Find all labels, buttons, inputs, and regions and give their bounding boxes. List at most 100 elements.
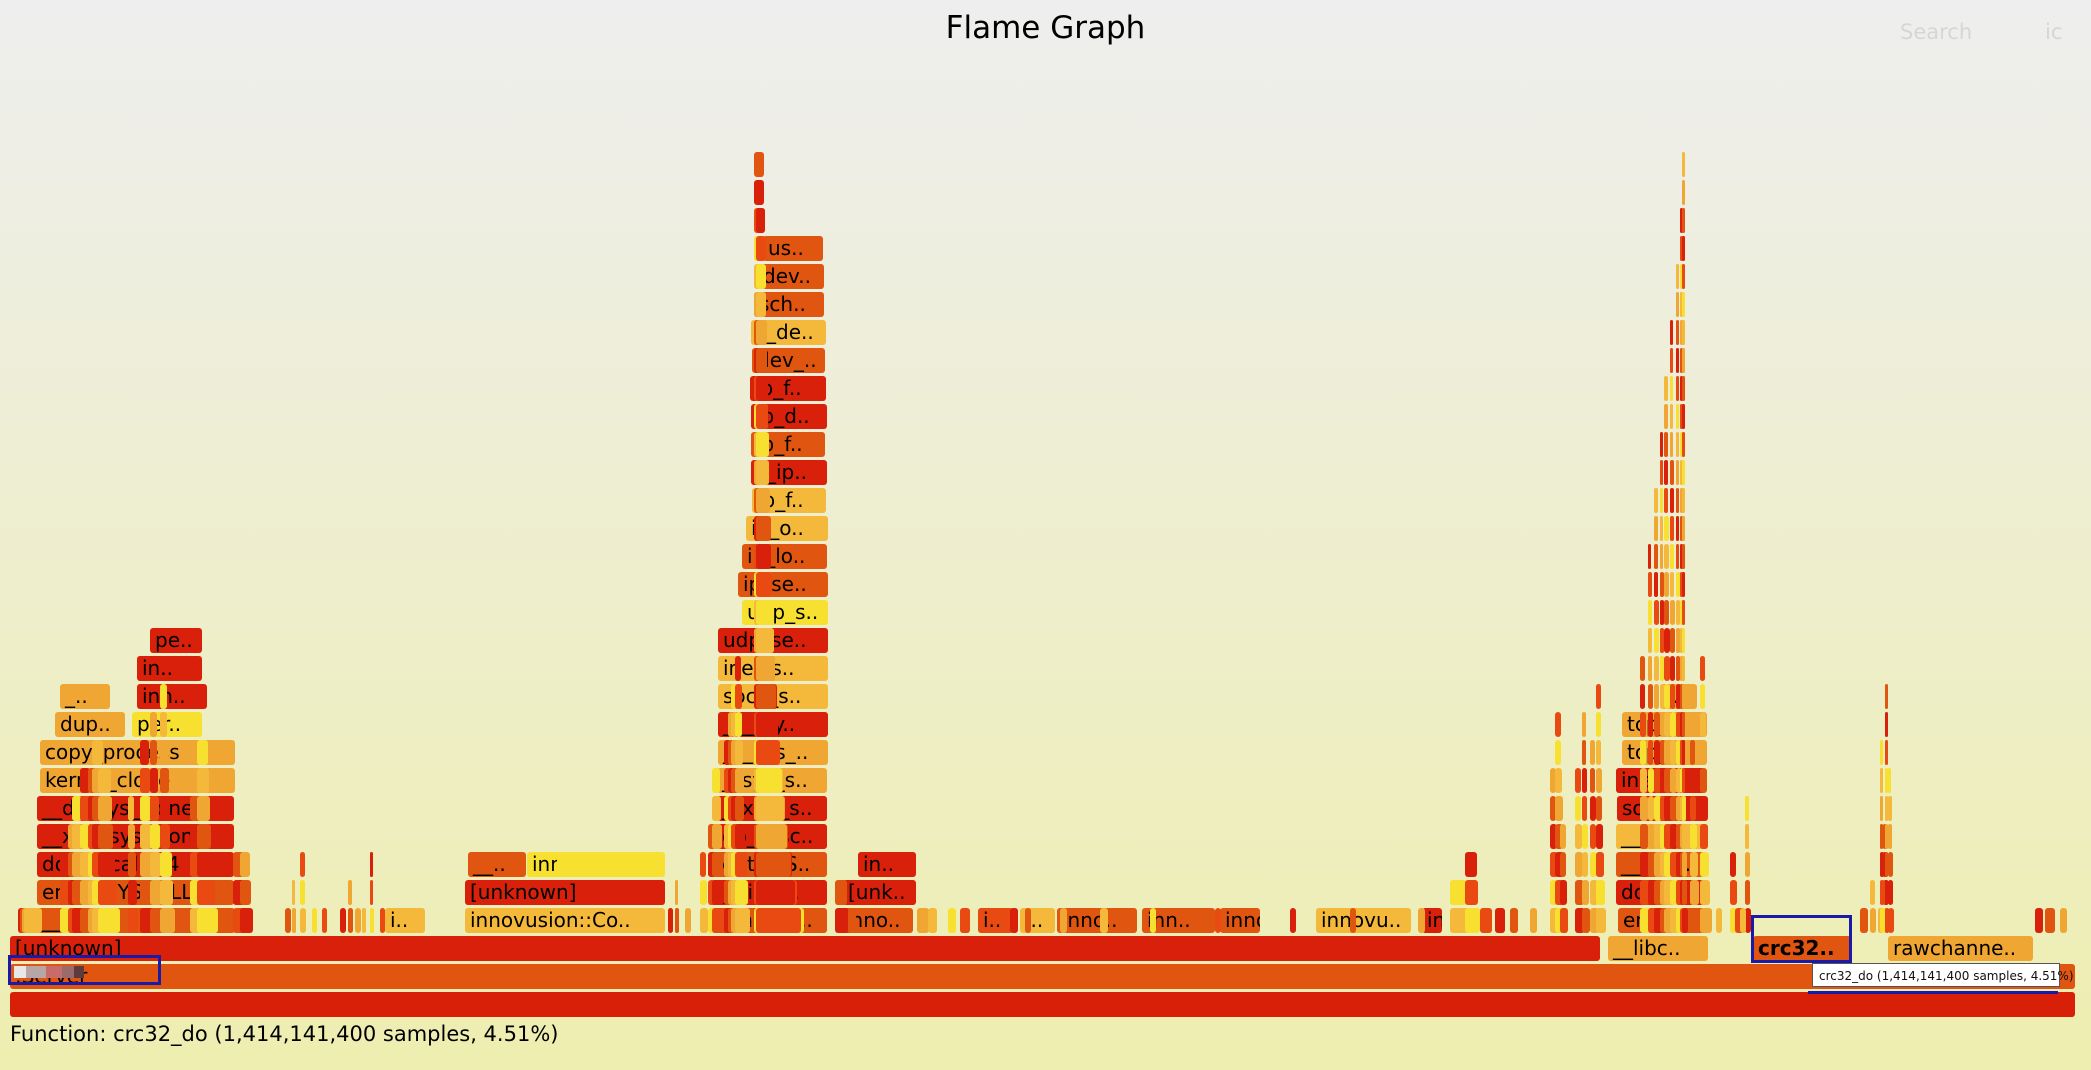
flame-frame-thin[interactable] <box>754 180 764 205</box>
flame-frame-thin[interactable] <box>1670 880 1680 905</box>
flame-frame-thin[interactable] <box>1680 600 1683 625</box>
flame-frame-thin[interactable] <box>348 880 352 905</box>
flame-frame-thin[interactable] <box>735 740 743 765</box>
flame-frame-thin[interactable] <box>197 740 208 765</box>
flame-frame-thin[interactable] <box>1880 796 1883 821</box>
flame-frame-thin[interactable] <box>1680 236 1683 261</box>
flame-frame-thin[interactable] <box>150 852 161 877</box>
flame-frame-thin[interactable] <box>1682 768 1685 793</box>
flame-frame-thin[interactable] <box>1582 880 1589 905</box>
flame-frame-thin[interactable] <box>1690 824 1697 849</box>
flame-frame-thin[interactable] <box>160 740 168 765</box>
flame-frame-thin[interactable] <box>1700 796 1708 821</box>
flame-frame-thin[interactable] <box>1654 880 1664 905</box>
flame-frame-thin[interactable] <box>1660 796 1666 821</box>
flame-frame-thin[interactable] <box>98 852 115 877</box>
flame-frame-thin[interactable] <box>1596 684 1601 709</box>
flame-frame-thin[interactable] <box>712 796 721 821</box>
flame-frame-thin[interactable] <box>712 908 726 933</box>
flame-frame-thin[interactable] <box>1682 544 1685 569</box>
flame-frame-thin[interactable] <box>756 348 767 373</box>
flame-frame-thin[interactable] <box>160 796 169 821</box>
flame-frame-thin[interactable] <box>1660 432 1663 457</box>
flame-frame-thin[interactable] <box>1690 796 1696 821</box>
flame-frame-thin[interactable] <box>1730 852 1736 877</box>
flame-frame-thin[interactable] <box>735 684 742 709</box>
flame-frame-thin[interactable] <box>1582 740 1586 765</box>
flame-frame-thin[interactable] <box>1670 404 1673 429</box>
flame-frame-thin[interactable] <box>1680 572 1683 597</box>
flame-frame-thin[interactable] <box>1880 824 1883 849</box>
flame-frame-thin[interactable] <box>128 796 134 821</box>
flame-frame-thin[interactable] <box>668 908 673 933</box>
flame-frame-thin[interactable] <box>92 768 103 793</box>
flame-frame-thin[interactable] <box>1654 600 1659 625</box>
flame-frame-thin[interactable] <box>1682 656 1685 681</box>
flame-frame-thin[interactable] <box>1745 880 1750 905</box>
flame-frame-thin[interactable] <box>1670 488 1674 513</box>
flame-frame-thin[interactable] <box>735 796 744 821</box>
flame-frame-thin[interactable] <box>1648 712 1653 737</box>
flame-frame-thin[interactable] <box>1676 376 1679 401</box>
flame-frame-thin[interactable] <box>1680 656 1683 681</box>
flame-frame-thin[interactable] <box>150 740 157 765</box>
flame-frame-thin[interactable] <box>1648 572 1652 597</box>
flame-frame-thin[interactable] <box>1575 852 1583 877</box>
flame-frame-thin[interactable] <box>1596 852 1604 877</box>
flame-frame-thin[interactable] <box>1664 376 1668 401</box>
flame-frame-thin[interactable] <box>1582 908 1590 933</box>
flame-frame-thin[interactable] <box>1654 712 1660 737</box>
flame-frame-thin[interactable] <box>1670 516 1674 541</box>
flame-frame-thin[interactable] <box>735 656 741 681</box>
flame-frame-thin[interactable] <box>1870 908 1876 933</box>
flame-frame-thin[interactable] <box>1682 460 1685 485</box>
flame-frame-thin[interactable] <box>1060 908 1067 933</box>
flame-frame-thin[interactable] <box>1648 684 1653 709</box>
flame-frame-thin[interactable] <box>160 712 167 737</box>
flame-frame-thin[interactable] <box>1676 740 1681 765</box>
flame-frame-thin[interactable] <box>1664 460 1668 485</box>
flame-frame-thin[interactable] <box>700 880 707 905</box>
flame-frame-thin[interactable] <box>756 236 766 261</box>
flame-frame-thin[interactable] <box>1664 712 1671 737</box>
flame-frame-thin[interactable] <box>1880 740 1883 765</box>
flame-frame-thin[interactable] <box>1596 824 1603 849</box>
flame-frame-thin[interactable] <box>140 796 151 821</box>
flame-frame[interactable]: innovu.. <box>527 852 557 877</box>
flame-frame-thin[interactable] <box>756 600 773 625</box>
flame-frame-thin[interactable] <box>1590 908 1599 933</box>
flame-frame[interactable]: pe.. <box>150 628 202 653</box>
flame-frame-thin[interactable] <box>1690 740 1695 765</box>
flame-frame-thin[interactable] <box>1550 824 1557 849</box>
flame-frame-thin[interactable] <box>1590 880 1598 905</box>
flame-frame-thin[interactable] <box>700 908 708 933</box>
flame-frame-thin[interactable] <box>1682 908 1688 933</box>
flame-frame-thin[interactable] <box>1596 740 1601 765</box>
flame-frame-thin[interactable] <box>1664 740 1671 765</box>
flame-frame[interactable]: in.. <box>858 852 916 877</box>
flame-frame-thin[interactable] <box>1654 768 1661 793</box>
flame-frame-thin[interactable] <box>1648 852 1656 877</box>
flame-frame-thin[interactable] <box>735 824 745 849</box>
flame-frame-thin[interactable] <box>1660 516 1663 541</box>
flame-frame-thin[interactable] <box>735 880 748 905</box>
flame-frame-thin[interactable] <box>1716 908 1722 933</box>
flame-frame[interactable]: crc32.. <box>1753 936 1851 961</box>
flame-frame-thin[interactable] <box>1660 768 1666 793</box>
flame-frame-thin[interactable] <box>1676 684 1681 709</box>
flame-frame-thin[interactable] <box>1700 712 1706 737</box>
flame-frame-thin[interactable] <box>2045 908 2055 933</box>
ignore-case-button[interactable]: ic <box>2045 20 2063 44</box>
flame-frame-thin[interactable] <box>1680 432 1683 457</box>
flame-frame-thin[interactable] <box>2035 908 2043 933</box>
flame-frame[interactable]: _.. <box>60 684 110 709</box>
flame-frame-thin[interactable] <box>1648 544 1651 569</box>
flame-frame-thin[interactable] <box>1888 768 1891 793</box>
flame-frame-thin[interactable] <box>197 768 209 793</box>
flame-frame-thin[interactable] <box>756 908 801 933</box>
flame-frame-thin[interactable] <box>1654 544 1658 569</box>
flame-frame-thin[interactable] <box>1654 796 1662 821</box>
flame-frame-thin[interactable] <box>1480 908 1492 933</box>
flame-frame-thin[interactable] <box>1700 684 1705 709</box>
flame-frame-thin[interactable] <box>1660 628 1664 653</box>
